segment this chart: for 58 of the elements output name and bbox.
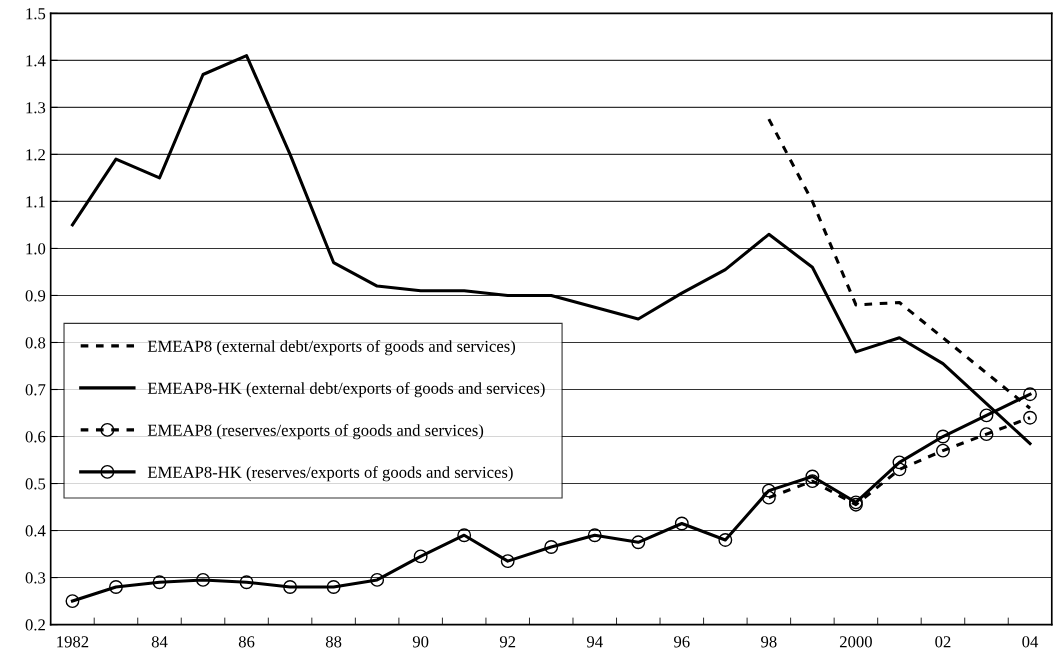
y-tick-label: 0.9	[25, 290, 46, 302]
legend-label: EMEAP8 (external debt/exports of goods and services)	[147, 339, 516, 356]
y-tick-label: 0.3	[25, 572, 46, 584]
y-tick-label: 1.3	[26, 102, 46, 114]
x-tick-label: 90	[412, 636, 429, 648]
y-tick-label: 0.6	[25, 431, 46, 443]
point	[370, 572, 385, 587]
x-tick-label: 96	[674, 636, 690, 648]
y-tick-label: 0.4	[25, 525, 46, 537]
point	[413, 549, 428, 564]
point	[718, 533, 733, 547]
point	[326, 580, 341, 594]
point	[761, 490, 776, 505]
legend-label: EMEAP8 (reserves/exports of goods and services)	[147, 423, 484, 440]
x-tick-label: 94	[586, 636, 603, 648]
point	[544, 540, 559, 554]
x-tick-label: 88	[325, 636, 342, 648]
x-tick-label: 84	[151, 636, 168, 648]
x-tick-label: 86	[238, 636, 255, 648]
point	[1023, 410, 1037, 425]
x-tick-label: 02	[935, 636, 951, 648]
point	[936, 443, 950, 458]
x-tick-label: 2000	[839, 636, 872, 648]
y-tick-label: 1.4	[26, 55, 46, 67]
point	[457, 528, 472, 543]
y-tick-label: 1.2	[26, 149, 45, 161]
point	[761, 483, 776, 498]
point	[500, 554, 515, 569]
point	[1023, 387, 1037, 402]
point	[152, 575, 167, 590]
y-tick-label: 0.8	[25, 337, 46, 349]
y-tick-label: 1.0	[26, 243, 46, 255]
y-tick-label: 1.1	[26, 196, 45, 208]
point	[196, 572, 210, 587]
point	[239, 575, 254, 590]
point	[65, 594, 80, 609]
point	[674, 516, 689, 531]
legend-label: EMEAP8-HK (reserves/exports of goods and services)	[147, 465, 513, 482]
x-tick-label: 92	[499, 636, 516, 648]
y-tick-label: 1.5	[26, 8, 46, 20]
point	[283, 580, 298, 594]
point	[936, 429, 950, 444]
y-tick-label: 0.7	[25, 384, 46, 396]
x-tick-label: 04	[1022, 636, 1039, 648]
point	[892, 462, 907, 477]
point	[587, 528, 602, 543]
point	[631, 535, 646, 550]
x-tick-label: 1982	[57, 636, 89, 648]
point	[892, 455, 907, 470]
y-tick-label: 0.2	[25, 619, 45, 631]
point	[979, 408, 994, 423]
point	[805, 474, 820, 489]
legend-label: EMEAP8-HK (external debt/exports of goods and services)	[147, 381, 545, 398]
x-tick-label: 98	[761, 636, 777, 648]
point	[109, 580, 123, 594]
y-tick-label: 0.5	[25, 478, 46, 490]
point	[979, 427, 994, 442]
point	[805, 469, 820, 484]
